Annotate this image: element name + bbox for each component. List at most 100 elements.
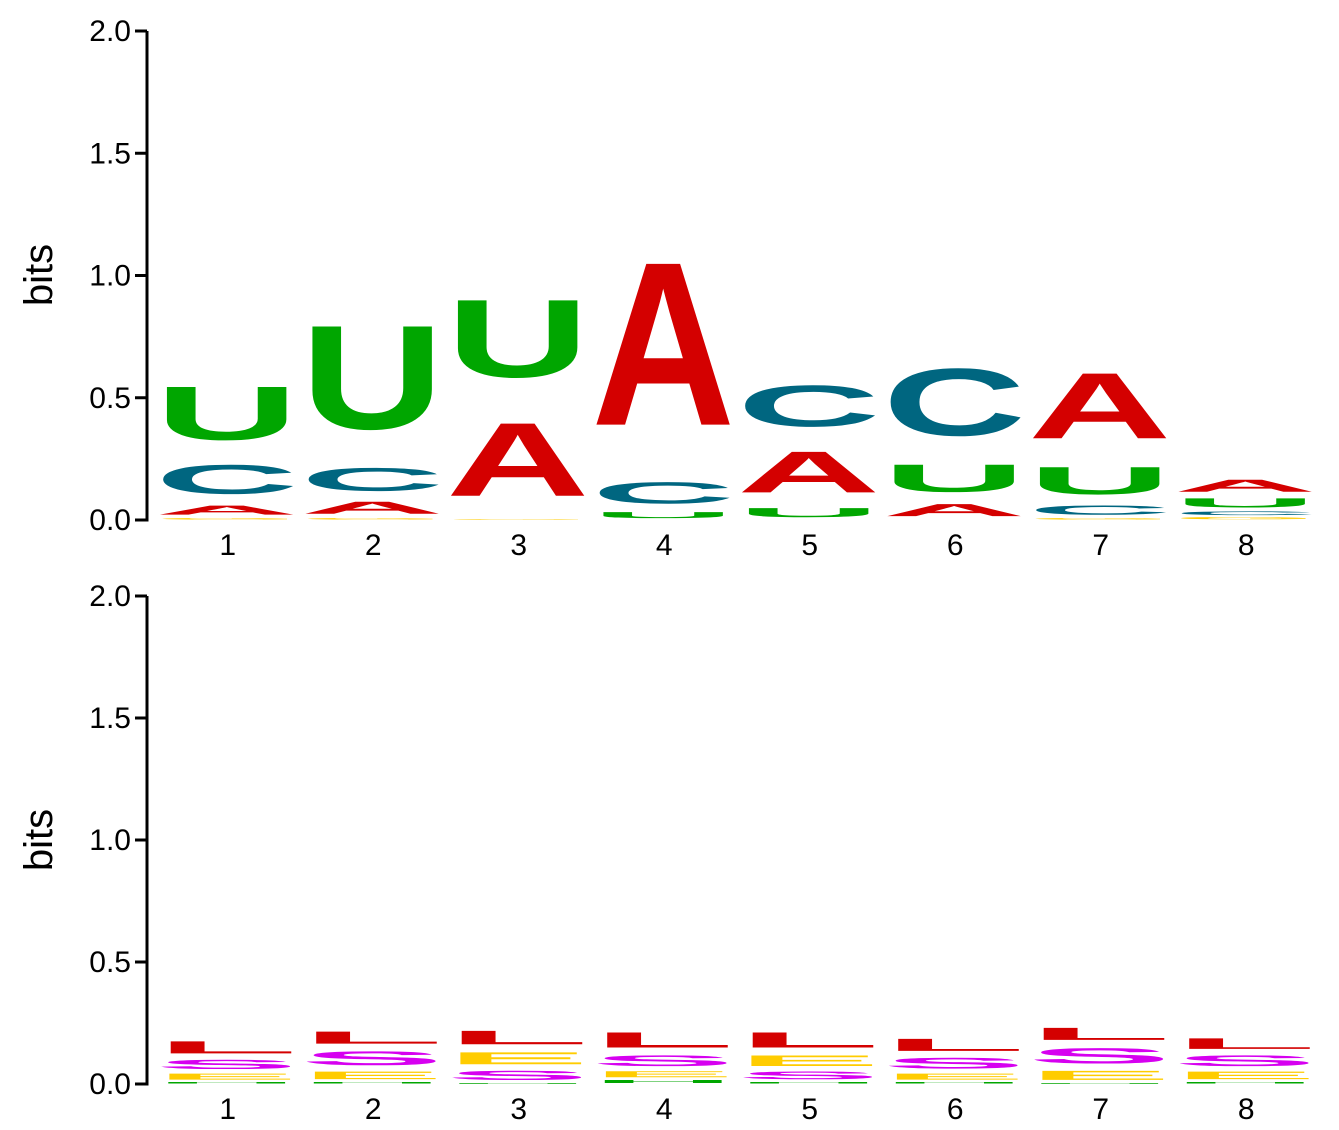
- x-tick-label: 1: [219, 529, 236, 562]
- logo-letter-c: C: [1028, 503, 1171, 518]
- logo-letter-e: E: [1028, 1068, 1171, 1083]
- logo-letter-l: L: [592, 1028, 735, 1052]
- x-tick-label: 3: [510, 1093, 527, 1126]
- logo-letter-a: A: [883, 500, 1026, 520]
- logo-letter-l: L: [737, 1028, 880, 1052]
- logo-letter-s: S: [1028, 1044, 1171, 1068]
- logo-letter-h: H: [446, 1083, 589, 1084]
- logo-letter-e: E: [155, 1072, 298, 1082]
- x-tick-label: 1: [219, 1093, 236, 1126]
- logo-letter-g: G: [301, 518, 444, 520]
- logo-letter-l: L: [1028, 1024, 1171, 1043]
- logo-letter-c: C: [1174, 510, 1317, 516]
- logo-stack: GAU: [446, 277, 590, 520]
- structure-logo-panel: 0.00.51.01.52.0bitsHESL1HESL2HSEL3HESL4H…: [17, 580, 1317, 1126]
- logo-letter-a: A: [737, 439, 881, 505]
- logo-letter-g: G: [1028, 518, 1171, 520]
- logo-letter-u: U: [155, 371, 298, 456]
- x-tick-label: 5: [801, 529, 818, 562]
- logo-letter-l: L: [155, 1038, 298, 1057]
- logo-letter-l: L: [446, 1027, 589, 1049]
- logo-letter-h: H: [301, 1082, 444, 1084]
- logo-letter-u: U: [446, 277, 590, 401]
- logo-letter-s: S: [737, 1069, 880, 1081]
- logo-letter-e: E: [301, 1069, 444, 1081]
- y-axis-title: bits: [17, 809, 61, 871]
- logo-letter-u: U: [301, 295, 444, 461]
- x-tick-label: 4: [656, 529, 673, 562]
- logo-letter-u: U: [1028, 459, 1172, 503]
- logo-letter-h: H: [155, 1082, 298, 1084]
- logo-letter-c: C: [301, 461, 444, 498]
- logo-letter-a: A: [155, 503, 298, 518]
- logo-letter-s: S: [155, 1057, 298, 1072]
- y-tick-label: 2.0: [89, 580, 131, 613]
- y-tick-label: 0.0: [89, 1068, 131, 1101]
- logo-letter-l: L: [1174, 1035, 1317, 1052]
- y-tick-label: 2.0: [89, 15, 131, 48]
- logo-letter-c: C: [883, 349, 1026, 456]
- logo-letter-e: E: [883, 1072, 1026, 1082]
- x-tick-label: 7: [1092, 1093, 1109, 1126]
- logo-letter-c: C: [592, 476, 735, 510]
- logo-letter-h: H: [1028, 1083, 1171, 1084]
- logo-letter-u: U: [737, 505, 880, 520]
- logo-letter-a: A: [446, 401, 589, 518]
- logo-letter-s: S: [592, 1052, 735, 1069]
- logo-letter-h: H: [737, 1082, 880, 1084]
- x-tick-label: 2: [365, 1093, 382, 1126]
- y-tick-label: 0.5: [89, 382, 131, 415]
- logo-letter-s: S: [1174, 1052, 1317, 1069]
- x-tick-label: 6: [947, 1093, 964, 1126]
- logo-letter-u: U: [1174, 496, 1317, 511]
- logo-letter-e: E: [737, 1052, 880, 1069]
- logo-letter-h: H: [592, 1079, 735, 1084]
- x-tick-label: 5: [801, 1093, 818, 1126]
- x-tick-label: 8: [1238, 1093, 1255, 1126]
- logo-letter-u: U: [592, 510, 735, 520]
- x-tick-label: 2: [365, 529, 382, 562]
- y-tick-label: 1.5: [89, 137, 131, 170]
- x-tick-label: 8: [1238, 529, 1255, 562]
- logo-letter-g: G: [155, 518, 298, 520]
- logo-letter-s: S: [446, 1068, 589, 1083]
- logo-letter-a: A: [1174, 476, 1317, 496]
- logo-letter-e: E: [592, 1069, 735, 1079]
- logo-letter-g: G: [1174, 516, 1317, 520]
- logo-letter-g: G: [446, 519, 589, 520]
- logo-letter-c: C: [155, 456, 298, 502]
- x-tick-label: 7: [1092, 529, 1109, 562]
- logo-letter-h: H: [1174, 1082, 1317, 1084]
- logo-stack: AUC: [883, 349, 1027, 520]
- logo-letter-s: S: [301, 1047, 445, 1069]
- logo-letter-a: A: [301, 498, 444, 518]
- y-tick-label: 1.5: [89, 702, 131, 735]
- logo-letter-c: C: [737, 373, 881, 439]
- logo-letter-l: L: [301, 1028, 444, 1047]
- x-tick-label: 6: [947, 529, 964, 562]
- x-tick-label: 3: [510, 529, 527, 562]
- logo-letter-h: H: [883, 1082, 1026, 1084]
- y-tick-label: 1.0: [89, 824, 131, 857]
- y-tick-label: 0.5: [89, 946, 131, 979]
- y-axis-title: bits: [17, 244, 61, 306]
- logo-stack: UAC: [737, 373, 881, 520]
- logo-letter-a: A: [1028, 353, 1171, 458]
- logo-letter-l: L: [883, 1035, 1026, 1054]
- y-tick-label: 1.0: [89, 260, 131, 293]
- logo-letter-a: A: [592, 213, 735, 474]
- logo-stack: UCA: [592, 213, 735, 519]
